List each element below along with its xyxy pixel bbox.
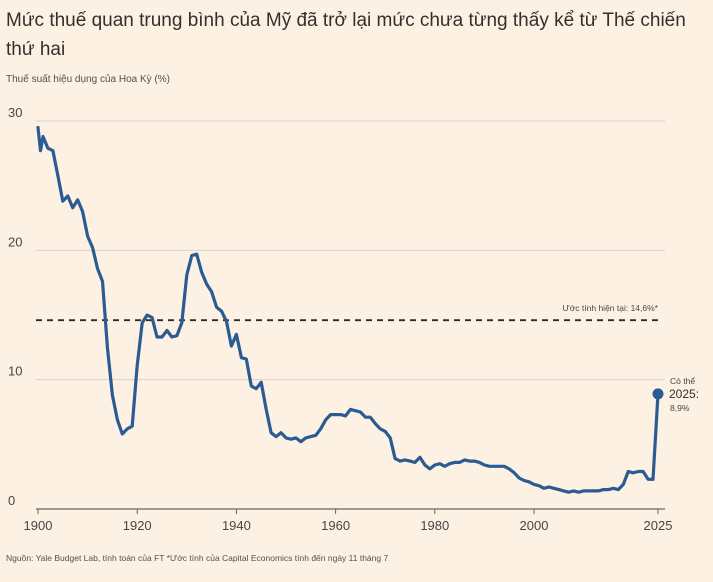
current-estimate-label: Ước tính hiện tại: 14,6%* xyxy=(562,303,658,313)
possible-2025-point xyxy=(652,388,664,400)
possible-2025-year-label: 2025: xyxy=(669,387,699,401)
x-tick-labels: 1900 1920 1940 1960 1980 2000 2025 xyxy=(24,509,673,533)
gridlines xyxy=(36,120,665,510)
possible-2025-value-label: 8,9% xyxy=(670,403,690,413)
x-tick-label: 2000 xyxy=(520,518,549,533)
chart-title: Mức thuế quan trung bình của Mỹ đã trở l… xyxy=(6,10,686,60)
y-axis-label: Thuế suất hiệu dụng của Hoa Kỳ (%) xyxy=(6,74,170,85)
possible-2025-label: Có thể xyxy=(670,376,695,386)
source-note: Nguồn: Yale Budget Lab, tính toán của FT… xyxy=(6,553,389,563)
y-tick-labels: 30 20 10 0 xyxy=(8,105,22,508)
x-tick-label: 2025 xyxy=(644,518,673,533)
y-tick-label: 30 xyxy=(8,105,22,120)
y-tick-label: 10 xyxy=(8,364,22,379)
tariff-rate-line xyxy=(36,125,655,494)
x-tick-label: 1960 xyxy=(321,518,350,533)
y-tick-label: 0 xyxy=(8,493,15,508)
x-tick-label: 1980 xyxy=(420,518,449,533)
x-tick-label: 1920 xyxy=(123,518,152,533)
x-tick-label: 1940 xyxy=(222,518,251,533)
x-tick-label: 1900 xyxy=(24,518,53,533)
tariff-rate-2025-jump-line xyxy=(651,392,660,481)
y-tick-label: 20 xyxy=(8,234,22,249)
